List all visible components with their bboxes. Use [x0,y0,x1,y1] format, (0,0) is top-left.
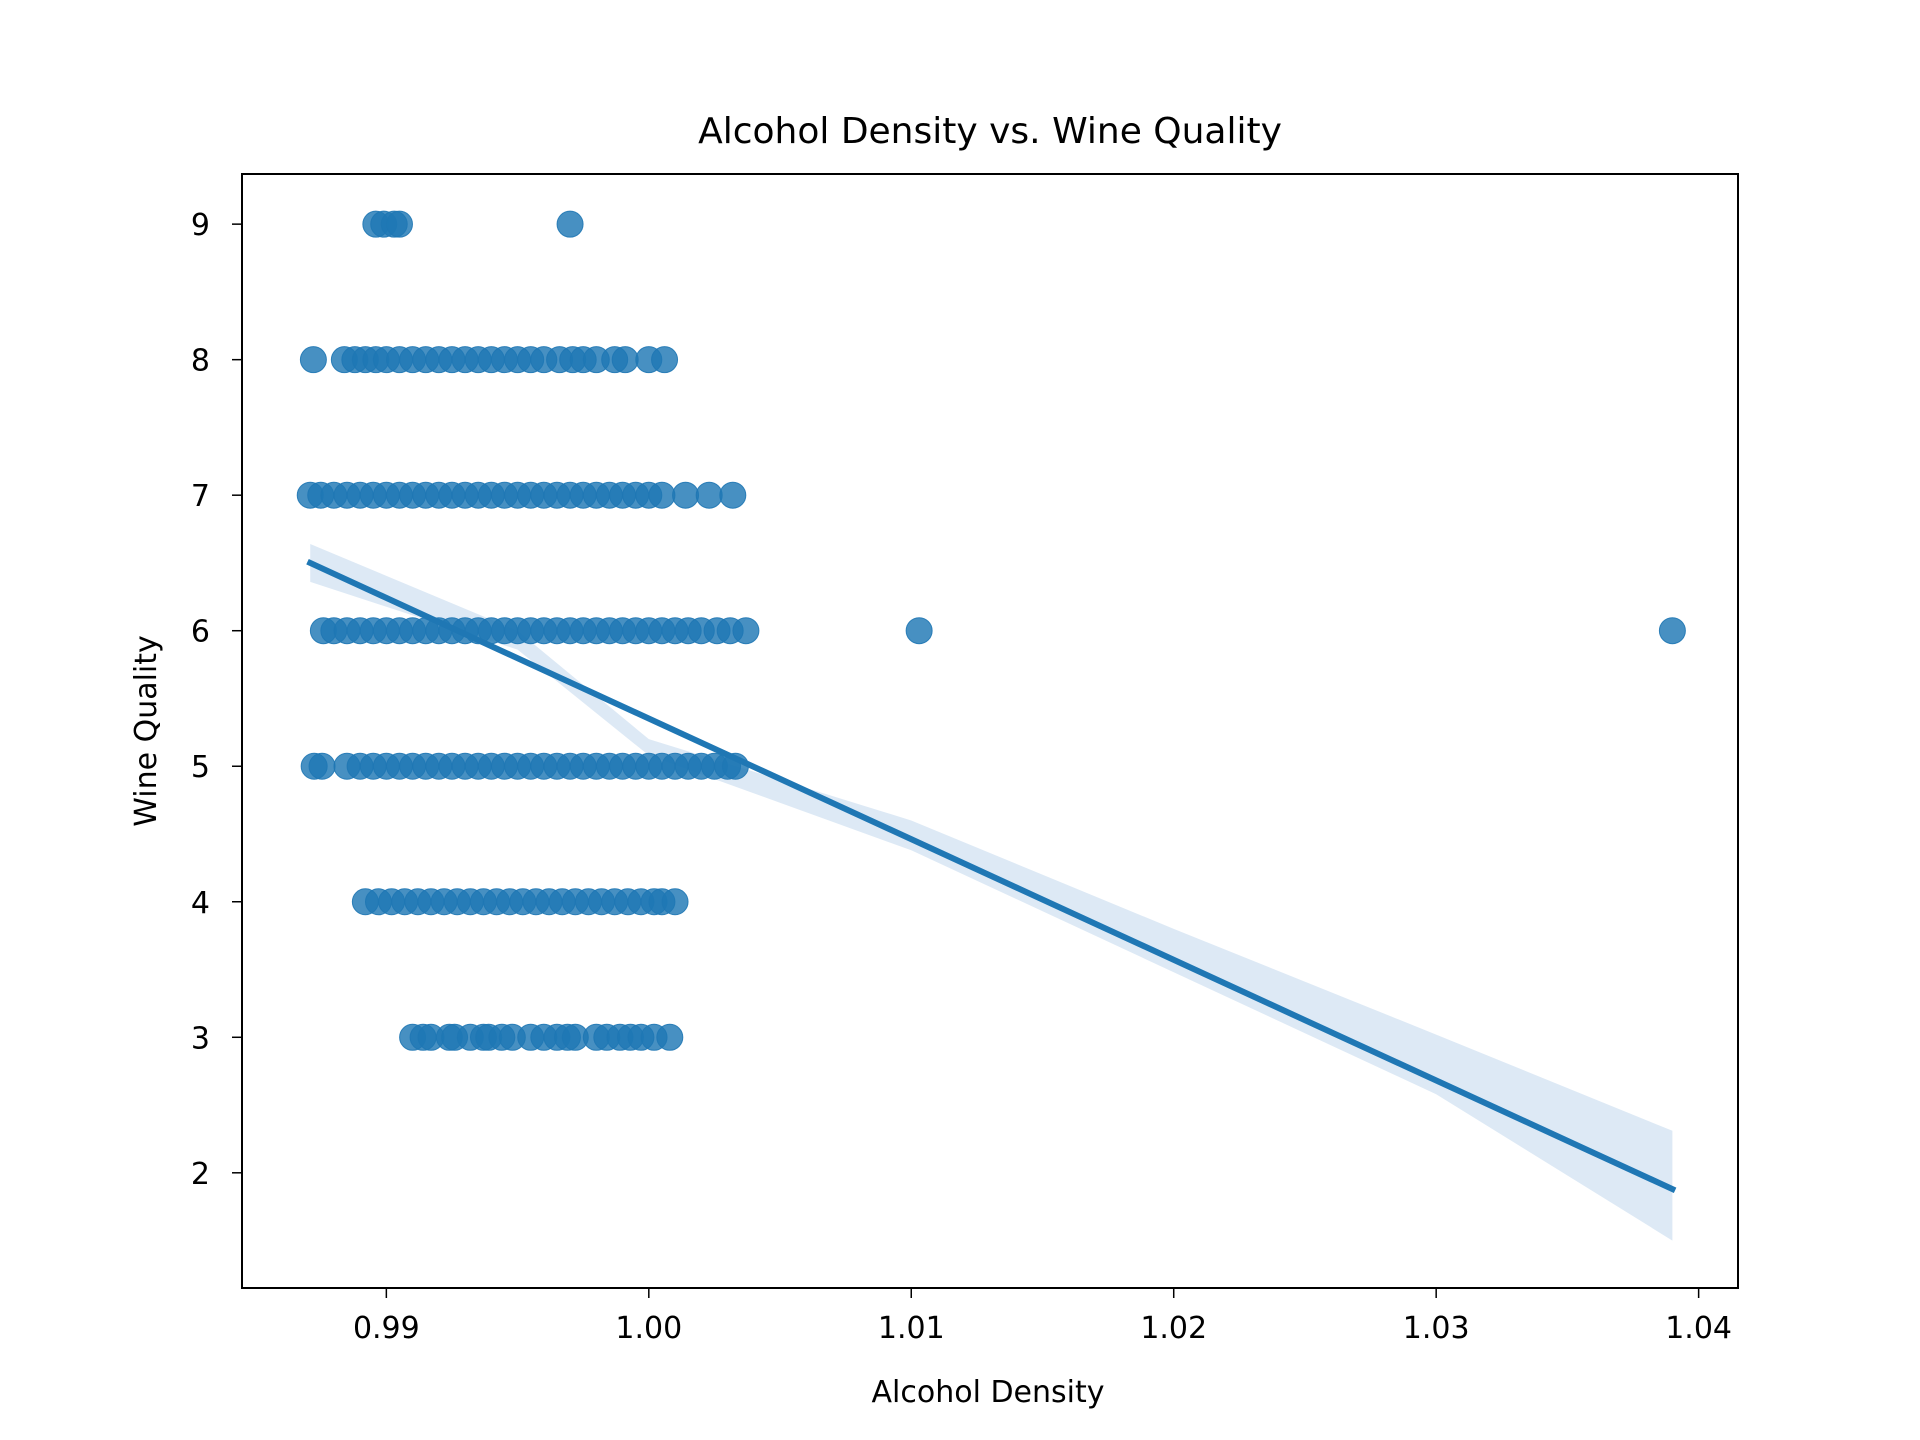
scatter-point-31 [651,346,679,374]
y-tick-label-3: 4 [191,886,210,921]
scatter-point-62 [719,481,747,509]
x-tick-label-1: 0.99 [353,1311,420,1346]
y-tick-label-8: 9 [191,208,210,243]
x-tick-label-2: 1.00 [615,1311,682,1346]
scatter-point-60 [672,481,700,509]
x-tick-label-5: 1.03 [1403,1311,1470,1346]
confidence-band-layer [310,543,1673,1241]
scatter-point-6 [299,346,327,374]
scatter-point-177 [656,1023,684,1051]
confidence-band [310,543,1673,1241]
y-axis-label: Wine Quality [129,635,164,827]
y-axis-ticks: 2 3 4 5 6 7 8 9 [191,208,242,1192]
x-axis-ticks: 0.99 1.00 1.01 1.02 1.03 1.04 [353,1288,1732,1346]
x-tick-label-6: 1.04 [1665,1311,1732,1346]
x-tick-label-4: 1.02 [1140,1311,1207,1346]
scatter-point-59 [648,481,676,509]
regression-line [306,558,1677,1194]
scatter-point-5 [556,210,584,238]
scatter-point-61 [695,481,723,509]
scatter-point-97 [1658,617,1686,645]
scatter-point-99 [308,752,336,780]
scatter-point-155 [661,888,689,916]
plot-frame [241,173,1739,1289]
scatter-point-29 [611,346,639,374]
chart-title: Alcohol Density vs. Wine Quality [698,111,1282,152]
y-tick-label-7: 8 [191,344,210,379]
scatter-point-95 [732,617,760,645]
y-tick-label-4: 5 [191,750,210,785]
scatter-points-layer [296,210,1686,1051]
y-tick-label-6: 7 [191,479,210,514]
y-tick-label-5: 6 [191,615,210,650]
x-axis-label: Alcohol Density [872,1375,1105,1410]
scatter-point-4 [385,210,413,238]
y-tick-label-1: 2 [191,1157,210,1192]
x-tick-label-3: 1.01 [878,1311,945,1346]
y-tick-label-2: 3 [191,1021,210,1056]
regression-line-layer [306,558,1677,1194]
scatter-point-96 [905,617,933,645]
